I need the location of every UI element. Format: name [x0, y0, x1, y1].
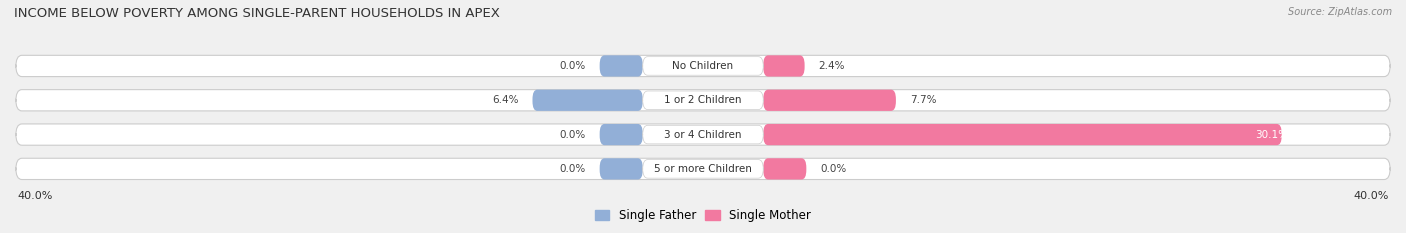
Text: 0.0%: 0.0%: [560, 164, 586, 174]
Text: 0.0%: 0.0%: [560, 130, 586, 140]
Text: 1 or 2 Children: 1 or 2 Children: [664, 95, 742, 105]
FancyBboxPatch shape: [763, 158, 807, 179]
Text: 3 or 4 Children: 3 or 4 Children: [664, 130, 742, 140]
FancyBboxPatch shape: [643, 57, 763, 75]
FancyBboxPatch shape: [599, 124, 643, 145]
FancyBboxPatch shape: [15, 124, 1391, 145]
FancyBboxPatch shape: [599, 55, 643, 77]
FancyBboxPatch shape: [643, 125, 763, 144]
FancyBboxPatch shape: [763, 55, 804, 77]
FancyBboxPatch shape: [599, 158, 643, 179]
Legend: Single Father, Single Mother: Single Father, Single Mother: [591, 204, 815, 226]
FancyBboxPatch shape: [643, 91, 763, 110]
FancyBboxPatch shape: [15, 55, 1391, 77]
FancyBboxPatch shape: [15, 158, 1391, 179]
Text: 6.4%: 6.4%: [492, 95, 519, 105]
Text: Source: ZipAtlas.com: Source: ZipAtlas.com: [1288, 7, 1392, 17]
FancyBboxPatch shape: [763, 124, 1282, 145]
FancyBboxPatch shape: [643, 160, 763, 178]
Text: INCOME BELOW POVERTY AMONG SINGLE-PARENT HOUSEHOLDS IN APEX: INCOME BELOW POVERTY AMONG SINGLE-PARENT…: [14, 7, 501, 20]
Text: 5 or more Children: 5 or more Children: [654, 164, 752, 174]
FancyBboxPatch shape: [763, 90, 896, 111]
Text: 0.0%: 0.0%: [820, 164, 846, 174]
Text: 40.0%: 40.0%: [1353, 191, 1389, 201]
Text: No Children: No Children: [672, 61, 734, 71]
Text: 40.0%: 40.0%: [17, 191, 53, 201]
Text: 2.4%: 2.4%: [818, 61, 845, 71]
Text: 30.1%: 30.1%: [1256, 130, 1289, 140]
FancyBboxPatch shape: [533, 90, 643, 111]
FancyBboxPatch shape: [15, 90, 1391, 111]
Text: 7.7%: 7.7%: [910, 95, 936, 105]
Text: 0.0%: 0.0%: [560, 61, 586, 71]
